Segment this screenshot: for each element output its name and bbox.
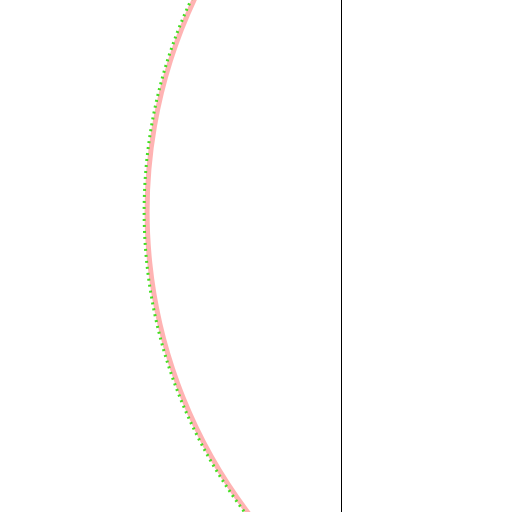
green-dotted-curve [142, 0, 247, 512]
pink-curve [144, 0, 251, 512]
